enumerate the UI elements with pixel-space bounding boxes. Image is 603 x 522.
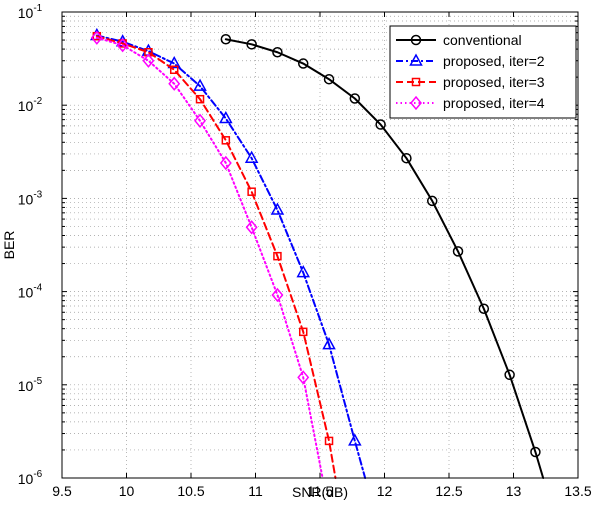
data-point xyxy=(322,337,336,350)
x-tick-label: 12 xyxy=(377,483,393,499)
tick-layer xyxy=(61,11,579,479)
legend: conventional proposed, iter=2 proposed, it… xyxy=(389,25,577,119)
data-point xyxy=(426,195,438,207)
data-point xyxy=(245,220,258,235)
legend-marker xyxy=(409,53,423,66)
data-point xyxy=(297,58,309,69)
data-point xyxy=(90,30,103,45)
legend-marker xyxy=(410,95,422,111)
data-point xyxy=(167,55,181,69)
data-point xyxy=(273,251,282,261)
data-point xyxy=(169,65,179,75)
data-point xyxy=(530,446,541,458)
legend-marker xyxy=(410,34,422,46)
x-tick-label: 10 xyxy=(119,483,135,499)
data-point xyxy=(323,73,335,85)
data-point xyxy=(375,119,386,130)
data-point xyxy=(349,93,361,104)
y-tick-label: 10-1 xyxy=(18,3,43,21)
series-line xyxy=(95,34,367,479)
tick-label-layer: 9.5 10 10.5 11 11.5 12 12.5 13 13.5 10-6 10-5 10-4 1… xyxy=(18,3,592,499)
data-point xyxy=(219,110,233,124)
series-0 xyxy=(220,34,545,479)
data-point xyxy=(116,38,129,53)
data-point xyxy=(324,436,334,446)
data-point xyxy=(246,39,257,50)
data-point xyxy=(270,202,285,215)
x-tick-label: 13.5 xyxy=(564,483,591,499)
x-axis-title: SNR(dB) xyxy=(292,484,348,500)
data-point xyxy=(298,327,308,337)
y-tick-label: 10-2 xyxy=(18,96,43,114)
series-line xyxy=(95,35,337,479)
y-axis-title: BER xyxy=(1,231,17,260)
data-point xyxy=(193,78,207,91)
data-point xyxy=(401,152,412,164)
data-point xyxy=(296,265,310,278)
x-tick-label: 11.5 xyxy=(307,483,333,499)
series-3 xyxy=(90,30,324,479)
series-line xyxy=(95,36,324,479)
data-point xyxy=(220,34,232,45)
legend-label: proposed, iter=2 xyxy=(443,53,545,69)
legend-label: proposed, iter=3 xyxy=(443,74,545,90)
x-tick-label: 13 xyxy=(506,483,522,499)
data-point xyxy=(221,136,231,145)
x-tick-label: 9.5 xyxy=(52,483,72,499)
data-point xyxy=(504,369,515,381)
y-tick-label: 10-3 xyxy=(18,189,43,207)
y-tick-label: 10-6 xyxy=(18,469,43,487)
y-tick-label: 10-4 xyxy=(18,283,43,301)
data-point xyxy=(297,370,310,385)
data-point xyxy=(244,150,259,163)
legend-label: proposed, iter=4 xyxy=(443,95,545,111)
data-point xyxy=(348,433,362,446)
data-point xyxy=(194,113,207,128)
series-layer xyxy=(90,27,545,479)
legend-label: conventional xyxy=(443,32,522,48)
x-tick-label: 10.5 xyxy=(177,483,204,499)
data-point xyxy=(271,287,284,303)
x-tick-label: 12.5 xyxy=(435,483,462,499)
data-point xyxy=(247,187,256,196)
data-point xyxy=(142,53,155,68)
data-point xyxy=(478,303,490,314)
data-point xyxy=(168,76,181,91)
data-point xyxy=(272,46,283,58)
data-point xyxy=(452,246,464,257)
data-point xyxy=(219,155,232,171)
legend-marker xyxy=(411,77,421,87)
data-point xyxy=(195,94,205,104)
x-tick-label: 11 xyxy=(248,483,263,499)
y-tick-label: 10-5 xyxy=(18,376,43,394)
